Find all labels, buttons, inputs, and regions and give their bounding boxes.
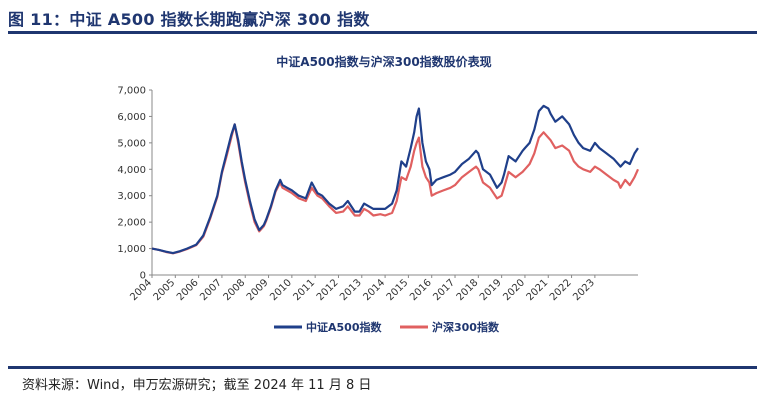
- y-tick-label: 5,000: [117, 138, 146, 149]
- x-tick-label: 2021: [525, 277, 551, 303]
- x-tick-label: 2019: [478, 277, 504, 303]
- y-tick-label: 3,000: [117, 191, 146, 202]
- x-tick-label: 2016: [408, 277, 434, 303]
- x-tick-label: 2005: [152, 277, 178, 303]
- x-tick-label: 2012: [315, 277, 341, 303]
- x-axis: 2004200520062007200820092010201120122013…: [128, 274, 638, 303]
- x-tick-label: 2011: [292, 277, 318, 303]
- series-line-1: [151, 123, 640, 255]
- series-lines: [151, 104, 640, 255]
- bottom-rule: [8, 366, 757, 369]
- x-tick-label: 2013: [338, 277, 364, 303]
- legend-label-1: 沪深300指数: [432, 320, 500, 334]
- x-tick-label: 2010: [268, 277, 294, 303]
- source-note: 资料来源：Wind，申万宏源研究；截至 2024 年 11 月 8 日: [22, 378, 372, 393]
- y-tick-label: 4,000: [117, 165, 146, 176]
- x-tick-label: 2014: [361, 277, 387, 303]
- y-tick-label: 0: [140, 271, 146, 282]
- x-tick-label: 2023: [571, 277, 597, 303]
- x-tick-label: 2008: [222, 277, 248, 303]
- x-tick-label: 2017: [431, 277, 457, 303]
- legend-label-0: 中证A500指数: [306, 320, 382, 334]
- series-line-0: [151, 104, 639, 255]
- y-tick-label: 7,000: [117, 86, 146, 97]
- top-rule: [8, 31, 757, 34]
- figure-title: 图 11：中证 A500 指数长期跑赢沪深 300 指数: [8, 10, 370, 29]
- y-axis: 0 1,000 2,000 3,000 4,000 5,000 6,000 7,000: [117, 86, 153, 282]
- x-tick-label: 2018: [455, 277, 481, 303]
- y-tick-label: 2,000: [117, 218, 146, 229]
- x-tick-label: 2009: [245, 277, 271, 303]
- x-tick-label: 2020: [501, 277, 527, 303]
- x-tick-label: 2007: [198, 277, 224, 303]
- x-tick-label: 2015: [385, 277, 411, 303]
- x-tick-label: 2004: [128, 277, 154, 303]
- x-tick-label: 2006: [175, 277, 201, 303]
- chart-title: 中证A500指数与沪深300指数股价表现: [276, 54, 491, 69]
- y-tick-label: 6,000: [117, 112, 146, 123]
- x-tick-label: 2022: [548, 277, 574, 303]
- legend: 中证A500指数 沪深300指数: [274, 320, 500, 334]
- y-tick-label: 1,000: [117, 244, 146, 255]
